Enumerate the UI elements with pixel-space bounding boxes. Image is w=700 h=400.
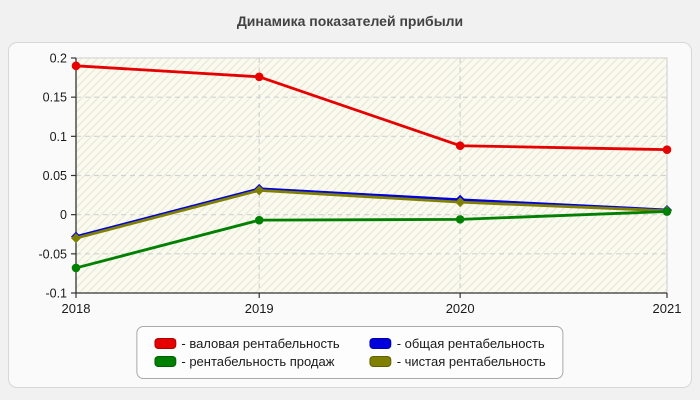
y-tick-label: 0.15 — [43, 91, 67, 105]
data-point-marker — [455, 215, 465, 224]
legend-label: - общая рентабельность — [396, 336, 545, 351]
y-tick-label: 0.1 — [50, 130, 67, 144]
data-point-marker — [662, 207, 672, 216]
legend-swatch-icon — [369, 356, 392, 367]
chart-title: Динамика показателей прибыли — [236, 13, 464, 29]
series-line — [75, 64, 668, 152]
y-tick-label: 0.2 — [50, 52, 67, 66]
x-tick-label: 2018 — [62, 301, 91, 316]
y-tick-label: -0.1 — [45, 287, 67, 301]
x-tick-label: 2021 — [653, 301, 682, 316]
legend-item: - рентабельность продаж — [154, 354, 339, 369]
series-line — [75, 210, 668, 270]
legend-label: - валовая рентабельность — [181, 336, 340, 351]
y-tick-label: 0.05 — [43, 169, 67, 183]
legend-swatch-icon — [154, 338, 177, 349]
y-tick-label: -0.05 — [39, 247, 68, 261]
data-point-marker — [254, 215, 264, 225]
data-point-marker — [71, 233, 81, 244]
legend-item: - чистая рентабельность — [369, 354, 546, 369]
data-point-marker — [71, 263, 81, 273]
x-tick-label: 2020 — [446, 301, 475, 316]
series-line — [75, 187, 668, 238]
data-point-marker — [254, 72, 264, 82]
chart-card: 0.2 0.15 0.1 0.05 0 -0.05 -0.1 2018 2019 2020 2021… — [8, 42, 692, 388]
legend-item: - валовая рентабельность — [154, 336, 340, 351]
data-point-marker — [254, 185, 265, 196]
y-tick-label: 0 — [60, 208, 67, 222]
legend-label: - чистая рентабельность — [396, 354, 546, 369]
data-point-marker — [455, 141, 465, 151]
data-point-marker — [455, 197, 466, 208]
data-point-marker — [662, 145, 672, 154]
data-point-marker — [71, 61, 81, 71]
chart-legend: - валовая рентабельность - общая рентабел… — [136, 326, 564, 379]
x-tick-label: 2019 — [245, 301, 274, 316]
legend-swatch-icon — [154, 356, 177, 367]
series-line — [75, 188, 668, 240]
legend-swatch-icon — [369, 338, 392, 349]
legend-item: - общая рентабельность — [369, 336, 546, 351]
legend-label: - рентабельность продаж — [181, 354, 335, 369]
